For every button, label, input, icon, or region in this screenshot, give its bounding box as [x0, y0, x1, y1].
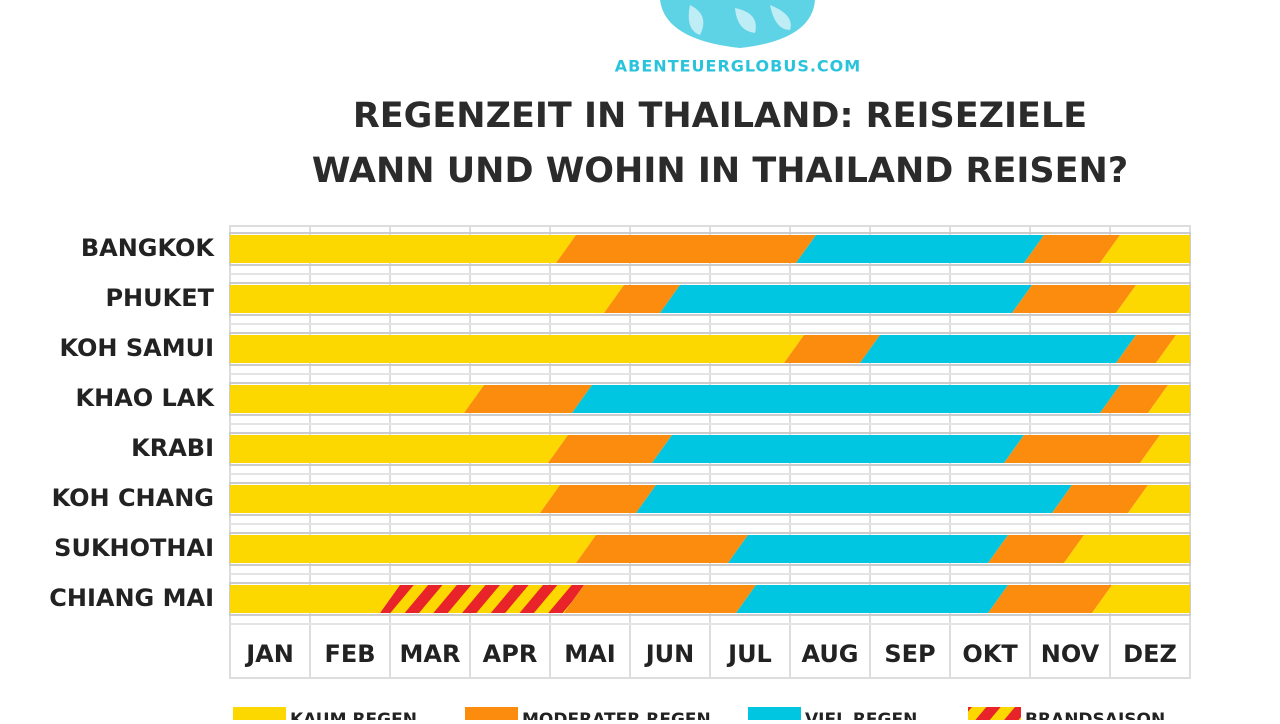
row-label: BANGKOK — [81, 234, 216, 262]
segment — [1064, 535, 1190, 563]
site-name: ABENTEUERGLOBUS.COM — [615, 57, 861, 76]
month-label: JUL — [726, 640, 772, 668]
legend-swatch — [968, 707, 1021, 724]
segment — [988, 585, 1112, 613]
segment — [230, 535, 596, 563]
month-label: NOV — [1041, 640, 1100, 668]
legend-swatch — [233, 707, 286, 724]
segment — [540, 485, 656, 513]
segment — [1148, 385, 1190, 413]
segment — [564, 585, 756, 613]
legend-swatch — [465, 707, 518, 724]
chart-subtitle: WANN UND WOHIN IN THAILAND REISEN? — [312, 151, 1128, 191]
segment — [660, 285, 1032, 313]
row-label: KRABI — [131, 434, 214, 462]
segment — [1100, 385, 1168, 413]
segment — [652, 435, 1024, 463]
segment — [548, 435, 672, 463]
segment — [1140, 435, 1190, 463]
segment — [1052, 485, 1148, 513]
segment — [556, 235, 816, 263]
segment — [1128, 485, 1190, 513]
segment — [784, 335, 880, 363]
segment — [988, 535, 1084, 563]
segment — [230, 235, 576, 263]
segment — [636, 485, 1072, 513]
segment — [1004, 435, 1160, 463]
segment — [576, 535, 748, 563]
segment — [1092, 585, 1190, 613]
legend-label: KAUM REGEN — [290, 710, 417, 720]
segment — [1024, 235, 1120, 263]
row-label: KHAO LAK — [76, 384, 216, 412]
segment — [230, 585, 400, 613]
segment — [736, 585, 1008, 613]
segment — [1156, 335, 1190, 363]
row-label: SUKHOTHAI — [54, 534, 214, 562]
month-label: APR — [483, 640, 538, 668]
month-label: JAN — [244, 640, 294, 668]
segment — [230, 335, 804, 363]
segment — [380, 585, 584, 613]
segment — [572, 385, 1120, 413]
segment — [1100, 235, 1190, 263]
legend-swatch — [748, 707, 801, 724]
row-label: PHUKET — [105, 284, 214, 312]
logo — [660, 0, 815, 48]
month-label: AUG — [801, 640, 858, 668]
row-label: KOH SAMUI — [59, 334, 214, 362]
segment — [860, 335, 1136, 363]
segment — [230, 385, 484, 413]
legend-label: VIEL REGEN — [805, 710, 917, 720]
row-label: CHIANG MAI — [49, 584, 214, 612]
segment — [728, 535, 1008, 563]
segment — [1116, 285, 1190, 313]
month-label: OKT — [962, 640, 1018, 668]
month-label: MAI — [564, 640, 615, 668]
chart-title: REGENZEIT IN THAILAND: REISEZIELE — [353, 96, 1087, 136]
legend-label: BRANDSAISON — [1025, 710, 1165, 720]
segment — [796, 235, 1044, 263]
legend-label: MODERATER REGEN — [522, 710, 711, 720]
month-label: MAR — [400, 640, 461, 668]
month-label: JUN — [644, 640, 695, 668]
segment — [230, 435, 568, 463]
row-label: KOH CHANG — [52, 484, 214, 512]
segment — [230, 285, 624, 313]
segment — [1012, 285, 1136, 313]
month-label: SEP — [884, 640, 935, 668]
segment — [230, 485, 560, 513]
segment — [604, 285, 680, 313]
month-label: FEB — [324, 640, 375, 668]
month-label: DEZ — [1123, 640, 1177, 668]
segment — [464, 385, 592, 413]
